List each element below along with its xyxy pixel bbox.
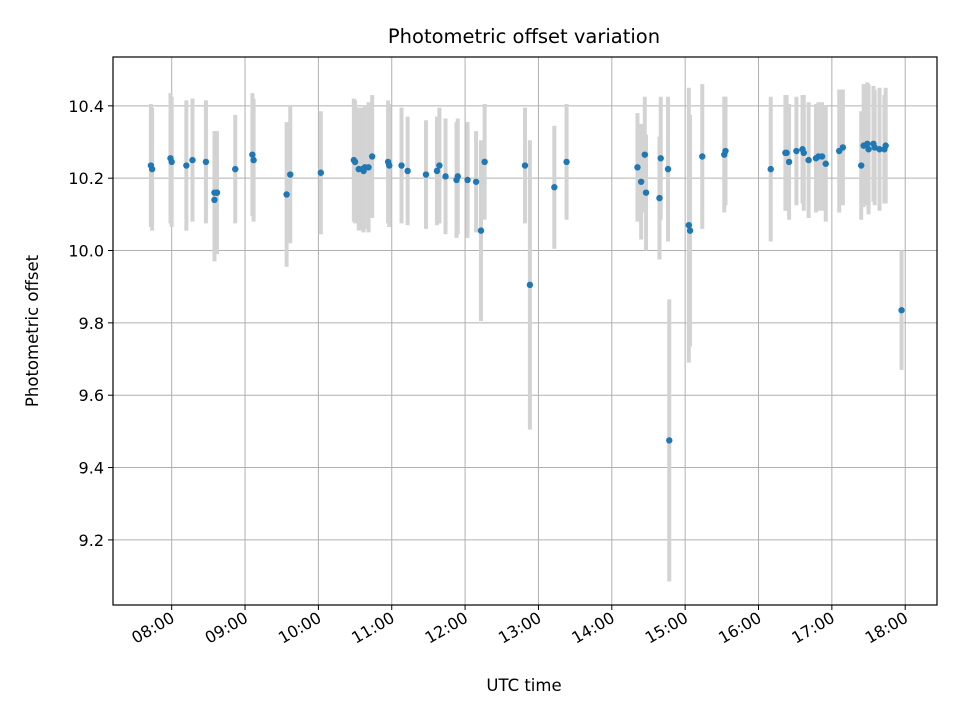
data-point <box>317 169 325 176</box>
data-point <box>800 149 807 157</box>
y-axis-label: Photometric offset <box>23 254 42 407</box>
data-point <box>433 167 441 175</box>
data-point <box>666 437 673 444</box>
data-point <box>351 158 359 166</box>
data-point <box>858 162 865 169</box>
y-axis: 9.2 9.4 9.6 9.8 10.0 10.2 10.4 <box>68 97 113 550</box>
data-point <box>722 147 729 155</box>
plot-frame <box>112 56 938 606</box>
data-point <box>656 194 663 202</box>
data-point <box>521 162 529 169</box>
data-point <box>168 158 175 166</box>
data-point <box>805 156 812 164</box>
data-point <box>699 153 706 160</box>
data-point <box>685 221 693 229</box>
y-tick-label: 10.0 <box>68 242 104 261</box>
data-point <box>189 156 196 164</box>
data-point <box>183 162 190 169</box>
data-point <box>664 165 672 173</box>
data-point <box>422 171 430 178</box>
data-point <box>793 147 800 155</box>
grid-lines <box>113 57 937 605</box>
data-point <box>211 196 218 204</box>
data-point <box>563 158 570 166</box>
data-point <box>642 189 650 196</box>
y-tick-label: 9.4 <box>79 459 104 478</box>
data-point <box>839 144 847 151</box>
y-tick-label: 10.4 <box>68 97 104 116</box>
data-point <box>213 189 221 196</box>
data-point <box>398 162 405 169</box>
data-point <box>386 162 393 169</box>
data-point <box>818 153 826 160</box>
data-point <box>686 227 694 234</box>
data-point <box>526 281 534 289</box>
data-point <box>472 178 480 185</box>
data-point <box>551 184 558 191</box>
y-tick-label: 10.2 <box>68 169 104 188</box>
data-point <box>882 142 889 149</box>
data-point <box>637 178 645 185</box>
data-point <box>250 156 257 164</box>
data-point <box>481 158 488 166</box>
data-point <box>436 162 443 169</box>
y-tick-label: 9.8 <box>79 314 104 333</box>
data-point <box>454 173 461 180</box>
data-point <box>876 146 883 153</box>
data-point <box>898 307 905 314</box>
chart-title: Photometric offset variation <box>388 25 660 48</box>
data-point <box>822 160 829 167</box>
data-point <box>641 151 649 158</box>
data-point <box>634 164 641 171</box>
data-point <box>365 164 372 171</box>
data-points <box>147 140 905 444</box>
x-axis-label: UTC time <box>486 676 561 695</box>
data-point <box>232 165 239 173</box>
data-point <box>148 165 156 173</box>
data-point <box>864 140 871 148</box>
data-point <box>464 176 471 184</box>
data-point <box>287 171 294 178</box>
data-point <box>477 227 485 234</box>
data-point <box>865 146 872 153</box>
data-point <box>202 158 210 166</box>
y-tick-label: 9.6 <box>79 386 104 405</box>
data-point <box>368 153 376 160</box>
data-point <box>785 158 793 166</box>
y-tick-label: 9.2 <box>79 531 104 550</box>
data-point <box>767 165 774 173</box>
data-point <box>249 151 256 158</box>
data-point <box>871 144 878 151</box>
data-point <box>657 155 664 162</box>
data-point <box>442 173 449 180</box>
data-point <box>404 167 411 175</box>
data-point <box>783 149 790 157</box>
data-point <box>283 191 290 198</box>
